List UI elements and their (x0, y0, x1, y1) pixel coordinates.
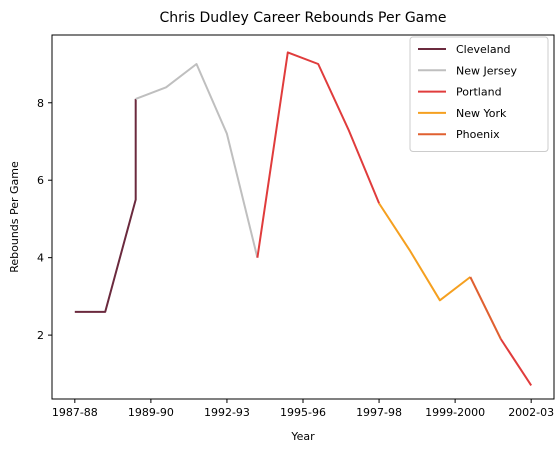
series-line-phoenix (469, 276, 502, 340)
legend-label-phoenix: Phoenix (456, 128, 500, 141)
series-line-cleveland (74, 98, 137, 313)
y-axis: 2 4 6 8 (37, 97, 52, 342)
series-line-new-york (378, 202, 471, 302)
x-tick-label: 2002-03 (508, 406, 554, 419)
series-layer (74, 51, 533, 386)
y-tick-label: 8 (37, 97, 44, 110)
x-axis-label: Year (290, 430, 315, 443)
x-tick-label: 1999-2000 (425, 406, 485, 419)
chart-title: Chris Dudley Career Rebounds Per Game (159, 10, 446, 26)
legend-label-cleveland: Cleveland (456, 43, 511, 56)
x-tick-label: 1992-93 (204, 406, 250, 419)
y-tick-label: 2 (37, 329, 44, 342)
legend: Cleveland New Jersey Portland New York Phoen… (409, 36, 549, 152)
legend-label-new-jersey: New Jersey (456, 64, 518, 77)
y-tick-label: 4 (37, 252, 44, 265)
series-line-new-jersey (135, 63, 259, 258)
legend-label-new-york: New York (456, 107, 507, 120)
y-axis-label: Rebounds Per Game (8, 161, 21, 273)
series-line-5 (499, 338, 533, 386)
x-tick-label: 1997-98 (356, 406, 402, 419)
x-tick-label: 1987-88 (52, 406, 98, 419)
x-axis: 1987-88 1989-90 1992-93 1995-96 1997-98 1999-… (52, 399, 554, 419)
y-tick-label: 6 (37, 174, 44, 187)
series-line-portland (256, 51, 381, 258)
x-tick-label: 1995-96 (280, 406, 326, 419)
x-tick-label: 1989-90 (128, 406, 174, 419)
legend-label-portland: Portland (456, 86, 502, 99)
legend-box (409, 36, 549, 152)
